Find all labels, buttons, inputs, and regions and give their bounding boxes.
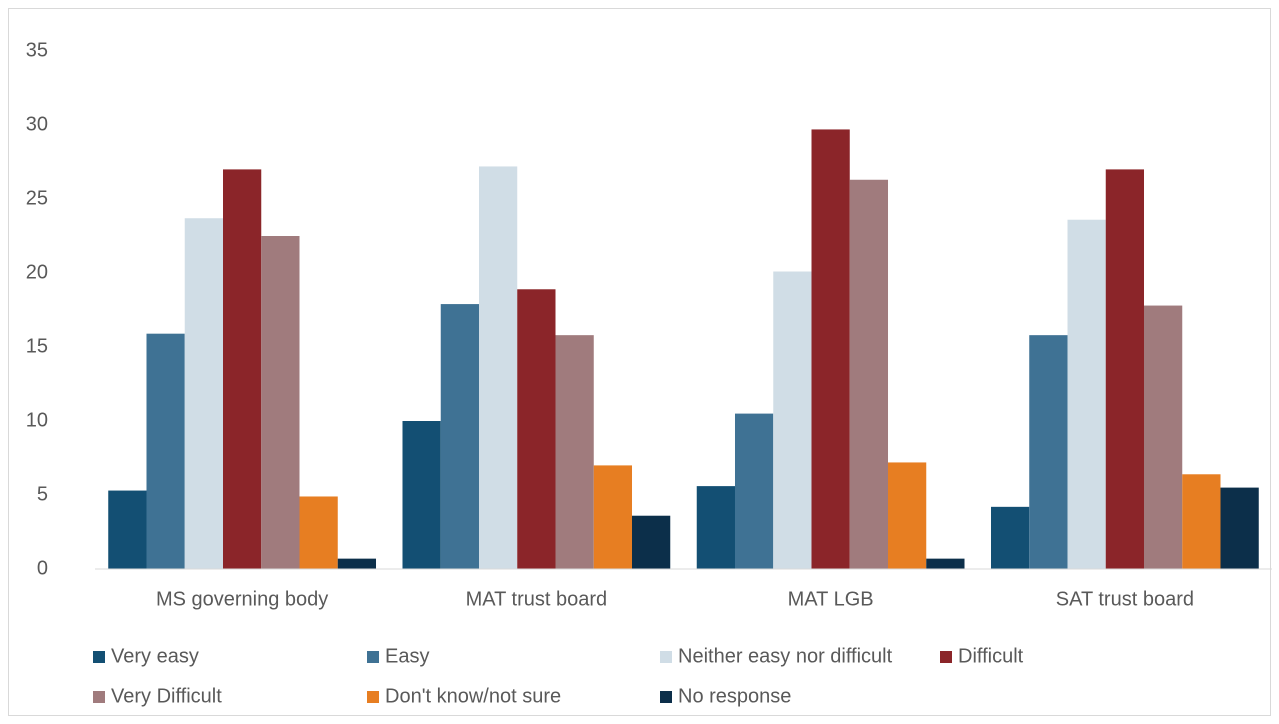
bar [632, 515, 671, 569]
bar [337, 558, 377, 569]
bar [1105, 169, 1145, 569]
bar [402, 421, 441, 569]
legend-label: Difficult [958, 645, 1024, 667]
y-tick-label: 20 [26, 261, 48, 283]
bar [517, 289, 556, 569]
y-tick-label: 5 [37, 483, 48, 505]
bar [811, 129, 850, 569]
bar [440, 304, 479, 569]
x-tick-label: MAT trust board [466, 588, 608, 610]
bar [222, 169, 262, 569]
legend-swatch [93, 651, 105, 663]
bar [734, 413, 774, 569]
bar [1182, 474, 1221, 569]
y-tick-label: 10 [26, 409, 48, 431]
legend-swatch [367, 691, 379, 703]
bar [1220, 487, 1259, 569]
bar [478, 166, 518, 569]
legend-label: Don't know/not sure [385, 685, 561, 707]
bar [593, 465, 633, 569]
bar [888, 462, 927, 569]
x-tick-label: MAT LGB [788, 588, 874, 610]
bar [990, 506, 1030, 569]
legend-label: Very Difficult [111, 685, 222, 707]
y-tick-label: 0 [37, 557, 48, 579]
bar [1029, 335, 1068, 569]
legend-label: Neither easy nor difficult [678, 645, 893, 667]
x-tick-label: SAT trust board [1056, 588, 1194, 610]
bar [1144, 305, 1183, 569]
legend-swatch [367, 651, 379, 663]
bar [1067, 219, 1106, 569]
legend-swatch [940, 651, 952, 663]
legend-label: No response [678, 685, 791, 707]
bar [773, 271, 812, 569]
legend-swatch [660, 691, 672, 703]
bar [184, 218, 223, 570]
y-tick-label: 30 [26, 113, 48, 135]
y-tick-label: 35 [26, 39, 48, 61]
legend-swatch [93, 691, 105, 703]
bar [555, 335, 594, 569]
bar [299, 496, 338, 569]
bar [926, 558, 965, 569]
bar [261, 236, 300, 569]
legend-label: Very easy [111, 645, 199, 667]
legend-swatch [660, 651, 672, 663]
bar [696, 486, 735, 569]
y-tick-label: 25 [26, 187, 48, 209]
x-tick-label: MS governing body [156, 588, 328, 610]
bar [849, 179, 889, 569]
bar [108, 490, 147, 569]
y-tick-label: 15 [26, 335, 48, 357]
legend-label: Easy [385, 645, 429, 667]
bar [146, 333, 185, 569]
